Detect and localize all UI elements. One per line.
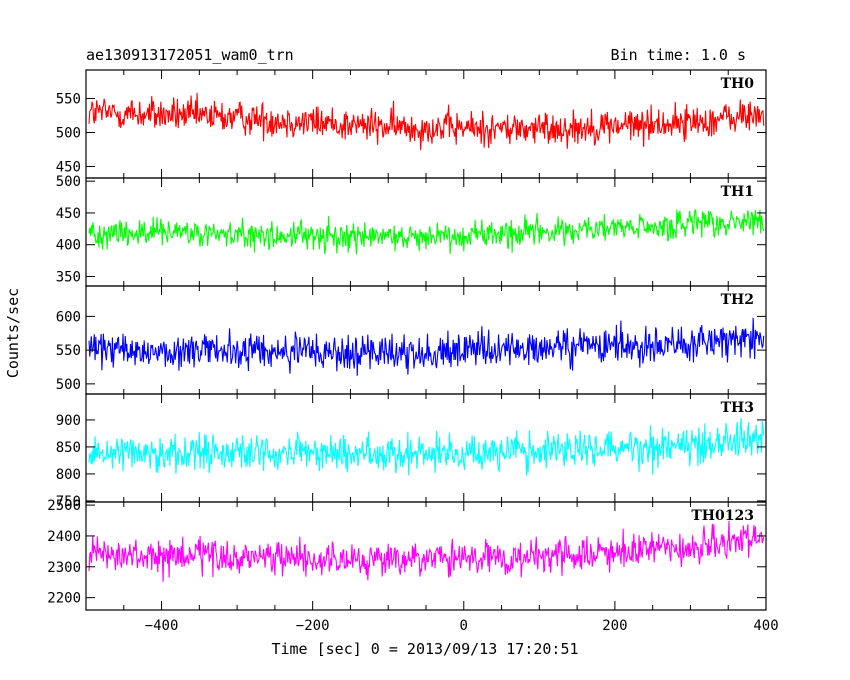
y-tick-label: 500 [56,125,81,141]
y-tick-label: 750 [56,494,81,510]
series-line-th3 [88,418,765,476]
y-tick-label: 2200 [47,591,81,607]
y-tick-label: 450 [56,206,81,222]
y-tick-label: 350 [56,269,81,285]
panel-label-th2: TH2 [721,292,754,308]
y-tick-label: 550 [56,92,81,108]
y-tick-label: 500 [56,377,81,393]
panel-th2: 500 550 600 TH2 [56,285,767,395]
y-tick-label: 2400 [47,529,81,545]
x-tick-label: −400 [145,618,179,634]
y-tick-label: 500 [56,174,81,190]
x-tick-label: 200 [602,618,627,634]
panel-label-th0: TH0 [721,76,755,92]
x-axis-label: Time [sec] 0 = 2013/09/13 17:20:51 [271,640,578,658]
panel-th0123: 2200 2300 2400 2500 TH0123 [47,498,767,611]
y-tick-label: 2500 [47,498,81,514]
series-line-th2 [88,317,765,376]
y-tick-label: 850 [56,440,81,456]
series-line-th0123 [88,521,765,582]
y-tick-label: 2300 [47,560,81,576]
x-tick-label: 400 [753,618,778,634]
panel-label-th0123: TH0123 [691,508,754,524]
bin-time-label: Bin time: 1.0 s [611,46,746,64]
x-tick-label: 0 [460,618,468,634]
y-tick-label: 900 [56,413,81,429]
panel-th0: 450 500 550 TH0 [56,69,767,179]
x-tick-label: −200 [296,618,330,634]
y-tick-label: 450 [56,159,81,175]
panel-th3: 750 800 850 900 TH3 [56,393,767,510]
panel-label-th1: TH1 [721,184,754,200]
panels-group: 450500550TH0350400450500TH1500550600TH27… [47,69,779,634]
y-tick-label: 600 [56,309,81,325]
panel-frame [85,285,767,395]
series-line-th1 [88,209,765,255]
panel-th1: 350 400 450 500 TH1 [56,174,767,287]
y-tick-label: 550 [56,343,81,359]
series-line-th0 [88,92,765,151]
y-tick-label: 800 [56,467,81,483]
panel-label-th3: TH3 [721,400,754,416]
figure-title: ae130913172051_wam0_trn [86,46,294,64]
y-tick-label: 400 [56,238,81,254]
y-axis-label: Counts/sec [4,288,22,378]
